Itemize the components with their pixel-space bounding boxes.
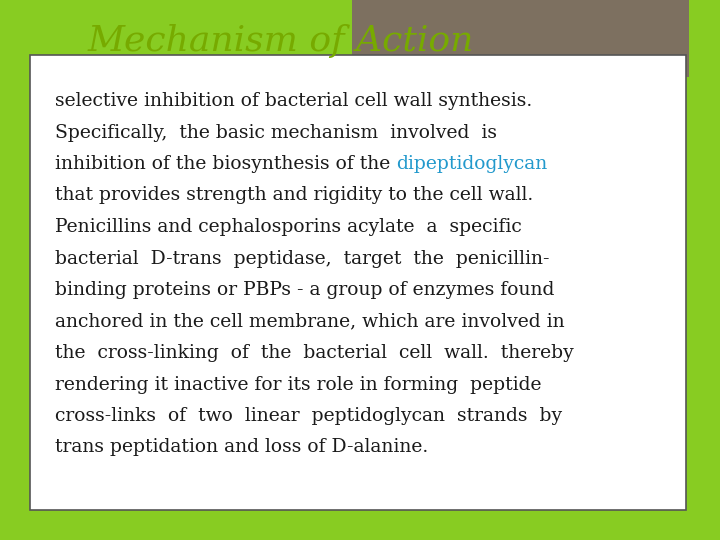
Text: Mechanism of Action: Mechanism of Action	[88, 24, 474, 58]
Text: trans peptidation and loss of D-alanine.: trans peptidation and loss of D-alanine.	[55, 438, 428, 456]
Text: anchored in the cell membrane, which are involved in: anchored in the cell membrane, which are…	[55, 313, 564, 330]
Text: dipeptidoglycan: dipeptidoglycan	[396, 155, 547, 173]
Text: cross-links  of  two  linear  peptidoglycan  strands  by: cross-links of two linear peptidoglycan …	[55, 407, 562, 425]
Text: inhibition of the biosynthesis of the: inhibition of the biosynthesis of the	[55, 155, 396, 173]
Text: bacterial  D-trans  peptidase,  target  the  penicillin-: bacterial D-trans peptidase, target the …	[55, 249, 549, 267]
Text: rendering it inactive for its role in forming  peptide: rendering it inactive for its role in fo…	[55, 375, 541, 394]
Text: selective inhibition of bacterial cell wall synthesis.: selective inhibition of bacterial cell w…	[55, 92, 532, 110]
Text: Penicillins and cephalosporins acylate  a  specific: Penicillins and cephalosporins acylate a…	[55, 218, 522, 236]
Text: that provides strength and rigidity to the cell wall.: that provides strength and rigidity to t…	[55, 186, 534, 205]
FancyBboxPatch shape	[352, 0, 689, 77]
Text: binding proteins or PBPs - a group of enzymes found: binding proteins or PBPs - a group of en…	[55, 281, 554, 299]
Text: the  cross-linking  of  the  bacterial  cell  wall.  thereby: the cross-linking of the bacterial cell …	[55, 344, 574, 362]
FancyBboxPatch shape	[30, 55, 686, 510]
Text: Specifically,  the basic mechanism  involved  is: Specifically, the basic mechanism involv…	[55, 124, 497, 141]
